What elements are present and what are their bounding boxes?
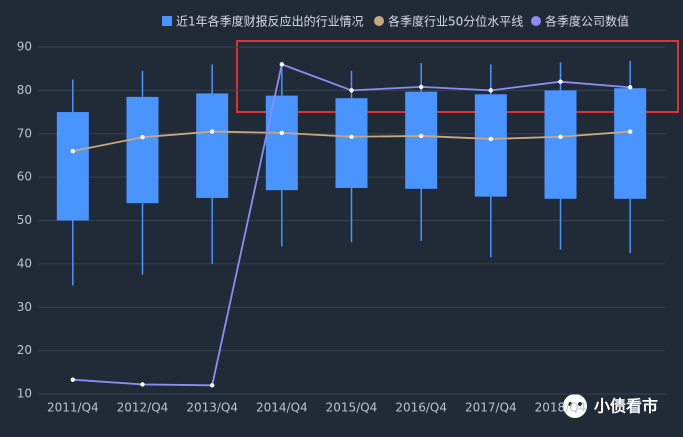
highlight-box [236,40,679,113]
watermark-icon [578,402,582,406]
point [70,377,76,382]
legend-swatch [162,16,172,26]
point [418,133,424,139]
x-tick-label: 2011/Q4 [47,401,99,415]
legend-label: 各季度行业50分位水平线 [388,14,523,29]
point [209,129,215,134]
y-tick-label: 50 [17,213,32,227]
box [265,95,298,191]
point [349,134,354,139]
point [140,382,145,387]
x-tick-label: 2017/Q4 [465,401,517,415]
box [405,91,438,189]
point [418,84,424,90]
legend-swatch [374,16,384,26]
box [56,112,89,221]
box [614,88,647,199]
point [279,130,285,136]
watermark-icon [568,402,572,406]
y-tick-label: 30 [17,300,32,314]
y-tick-label: 90 [17,40,32,54]
point [558,134,563,139]
x-tick-label: 2012/Q4 [117,401,169,415]
y-tick-label: 70 [17,126,32,140]
point [488,88,494,93]
point [627,85,633,90]
y-tick-label: 20 [17,343,32,357]
legend-swatch [531,16,541,26]
point [349,88,354,93]
box [196,93,229,198]
box [544,90,577,199]
y-tick-label: 60 [17,170,32,184]
y-tick-label: 40 [17,256,32,270]
point [70,148,76,154]
y-tick-label: 10 [17,387,32,401]
point [558,79,563,84]
box [474,94,507,197]
legend: 近1年各季度财报反应出的行业情况 各季度行业50分位水平线 各季度公司数值 [162,14,629,29]
box [335,98,368,188]
point [627,129,633,134]
point [488,136,494,142]
y-tick-label: 80 [17,83,32,97]
watermark-text: 小债看市 [594,397,658,416]
point [209,383,215,388]
x-tick-label: 2016/Q4 [395,401,447,415]
x-tick-label: 2015/Q4 [326,401,378,415]
x-tick-label: 2018/Q4 [535,401,587,415]
watermark: 小债看市 [563,394,658,418]
x-tick-label: 2014/Q4 [256,401,308,415]
x-tick-label: 2013/Q4 [186,401,238,415]
point [140,135,145,140]
watermark-icon [563,394,587,418]
legend-label: 近1年各季度财报反应出的行业情况 [176,14,364,29]
point [279,62,285,67]
legend-label: 各季度公司数值 [545,14,629,29]
box [126,96,159,204]
